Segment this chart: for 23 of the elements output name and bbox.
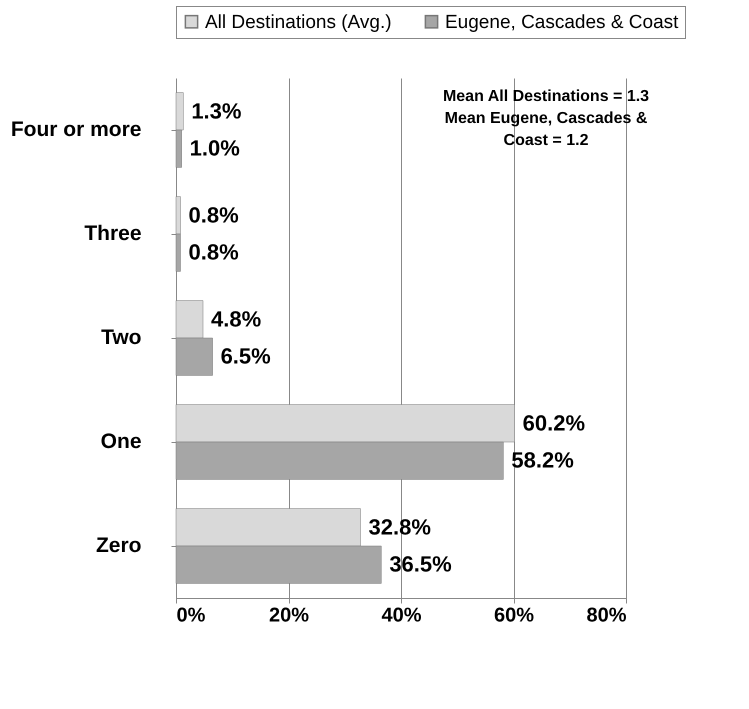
- data-label: 6.5%: [220, 344, 271, 369]
- legend-label: Eugene, Cascades & Coast: [445, 12, 680, 33]
- data-label: 36.5%: [389, 552, 452, 577]
- x-tick-label: 40%: [381, 604, 422, 626]
- legend-label: All Destinations (Avg.): [205, 12, 392, 33]
- y-tick-label: Two: [101, 326, 142, 349]
- x-tick-label: 0%: [176, 604, 206, 626]
- data-label: 1.3%: [191, 98, 242, 124]
- y-tick-label: Three: [84, 222, 142, 245]
- y-tick-label: Four or more: [10, 118, 142, 141]
- data-label: 58.2%: [511, 448, 574, 473]
- annotation: Mean All Destinations = 1.3 Mean Eugene, Cascades & Coast = 1.2: [442, 88, 650, 149]
- data-label: 0.8%: [188, 240, 239, 265]
- y-tick-label: Zero: [96, 534, 142, 557]
- x-tick-label: 80%: [586, 604, 627, 626]
- data-label: 32.8%: [368, 514, 431, 540]
- data-label: 1.0%: [190, 136, 240, 161]
- x-tick-label: 20%: [268, 604, 310, 626]
- data-label: 0.8%: [188, 202, 239, 228]
- x-tick-label: 60%: [494, 604, 534, 626]
- data-label: 4.8%: [211, 306, 262, 332]
- data-label: 60.2%: [522, 410, 586, 436]
- y-tick-label: One: [100, 430, 142, 453]
